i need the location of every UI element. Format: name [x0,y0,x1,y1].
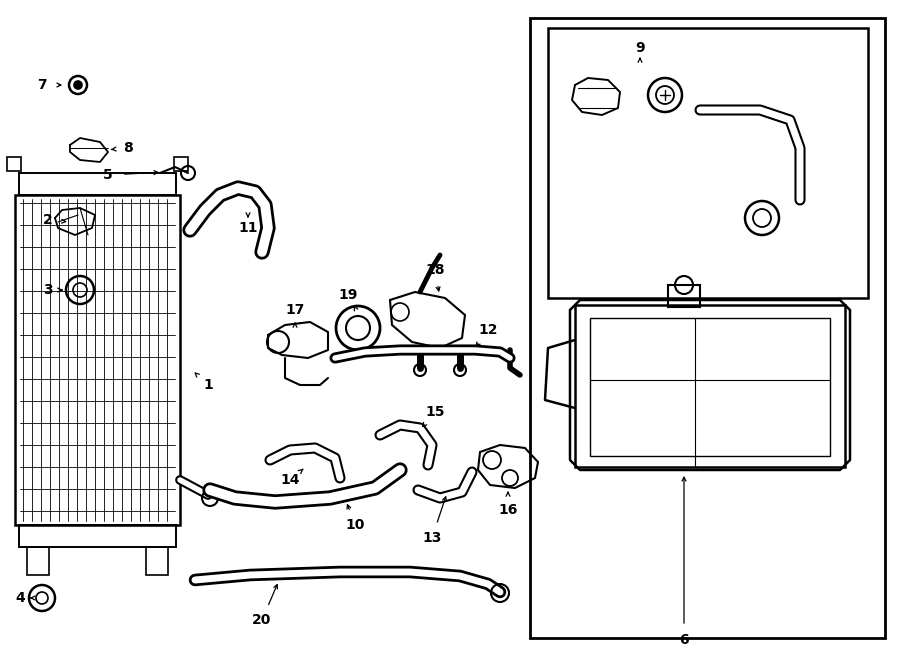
Text: 19: 19 [338,288,357,302]
Text: 2: 2 [43,213,53,227]
Bar [590,318,830,456]
Bar [19,525,176,547]
Text: 14: 14 [280,473,300,487]
Bar [548,28,868,298]
Text: 3: 3 [43,283,53,297]
Bar [575,305,845,467]
Bar [530,18,885,638]
Bar [146,547,168,575]
Bar [174,157,188,171]
Text: 6: 6 [680,633,688,647]
Text: 7: 7 [37,78,47,92]
Text: 5: 5 [104,168,112,182]
Bar [668,285,700,307]
Text: 12: 12 [478,323,498,337]
Text: 1: 1 [203,378,213,392]
Text: 17: 17 [285,303,305,317]
Text: 11: 11 [238,221,257,235]
Text: 8: 8 [123,141,133,155]
Text: 16: 16 [499,503,517,517]
Text: 20: 20 [252,613,272,627]
Text: 10: 10 [346,518,365,532]
Bar [7,157,21,171]
Bar [19,173,176,195]
Text: 18: 18 [425,263,445,277]
Bar [27,547,49,575]
Text: 4: 4 [15,591,25,605]
Text: 9: 9 [635,41,644,55]
Text: 15: 15 [425,405,445,419]
Bar [15,195,180,525]
Text: 13: 13 [422,531,442,545]
Circle shape [74,81,82,89]
